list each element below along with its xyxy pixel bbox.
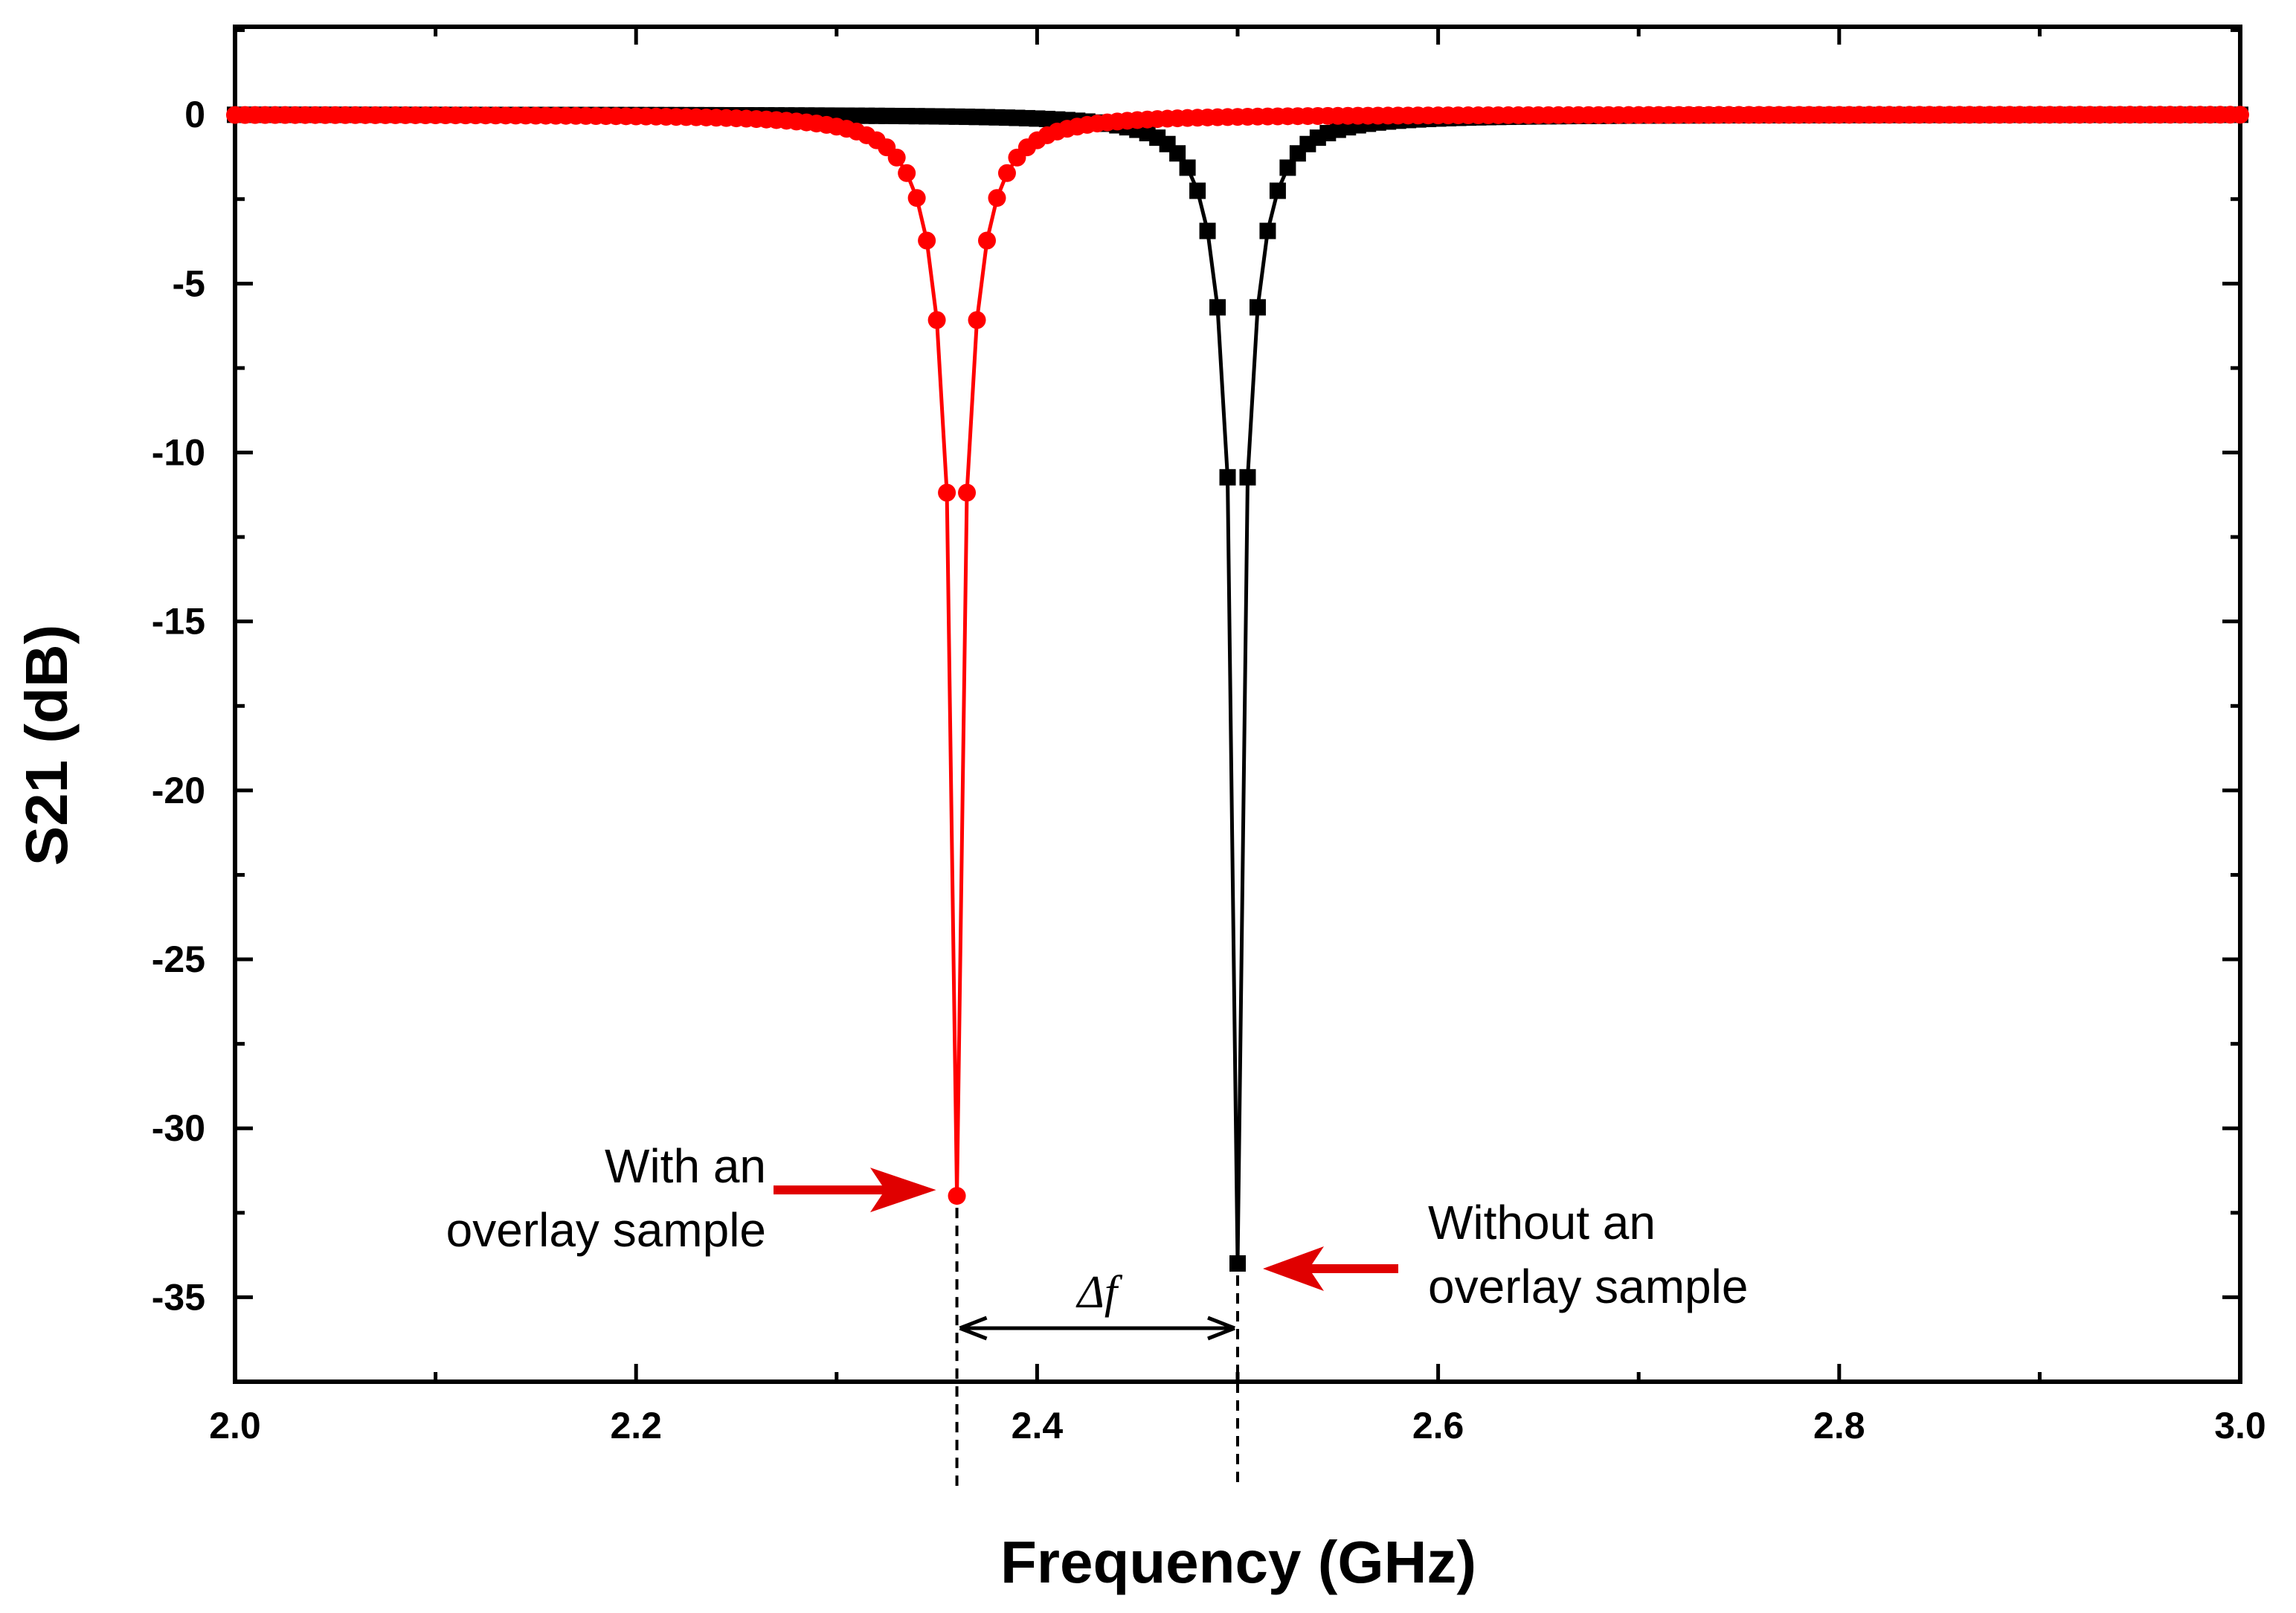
x-tick-label: 2.6	[1412, 1405, 1464, 1446]
data-point	[1179, 159, 1196, 176]
x-tick-label: 2.4	[1012, 1405, 1064, 1446]
data-point	[958, 483, 977, 502]
data-point	[1269, 182, 1286, 199]
data-point	[938, 483, 956, 502]
delta-f-arrowhead-right	[1207, 1316, 1235, 1341]
delta-f-label: Δf	[1075, 1267, 1122, 1318]
annotation-with-line2: overlay sample	[446, 1203, 766, 1257]
series-without-overlay	[227, 106, 2248, 1272]
data-point	[1239, 469, 1256, 486]
data-point	[887, 148, 906, 167]
series-line	[235, 112, 2240, 1197]
y-tick-label: -20	[152, 770, 205, 811]
y-tick-label: -5	[173, 263, 205, 304]
data-point	[978, 231, 996, 250]
data-point	[968, 311, 986, 329]
data-point	[907, 189, 926, 207]
y-tick-label: -10	[152, 431, 205, 473]
x-tick-label: 2.0	[209, 1405, 261, 1446]
y-tick-label: -35	[152, 1276, 205, 1318]
x-tick-label: 2.8	[1813, 1405, 1865, 1446]
series-with-overlay	[226, 106, 2249, 1205]
x-tick-label: 2.2	[610, 1405, 662, 1446]
y-tick-label: -15	[152, 601, 205, 643]
annotation-without-line1: Without an	[1428, 1196, 1656, 1249]
data-point	[948, 1187, 966, 1205]
y-tick-label: 0	[184, 94, 205, 135]
delta-f-arrowhead-left	[959, 1316, 988, 1341]
data-point	[918, 231, 936, 250]
data-point	[997, 164, 1016, 182]
data-point	[927, 311, 946, 329]
series-line	[234, 112, 2241, 1264]
data-point	[988, 189, 1006, 207]
y-tick-label: -30	[152, 1107, 205, 1149]
data-point	[1219, 469, 1236, 486]
arrow-with-head	[870, 1168, 936, 1213]
x-axis-title: Frequency (GHz)	[1000, 1529, 1476, 1595]
data-point	[1169, 145, 1186, 162]
x-tick-label: 3.0	[2214, 1405, 2266, 1446]
arrow-without-head	[1263, 1246, 1324, 1291]
data-point	[2231, 106, 2249, 124]
y-axis-title: S21 (dB)	[13, 625, 80, 866]
data-point	[1259, 222, 1276, 239]
data-point	[1249, 299, 1266, 316]
data-point	[1229, 1255, 1246, 1272]
data-point	[1209, 299, 1226, 316]
annotation-with-line1: With an	[605, 1139, 766, 1193]
data-point	[1189, 182, 1206, 199]
annotation-without-line2: overlay sample	[1428, 1260, 1748, 1313]
data-point	[898, 164, 916, 182]
data-point	[1199, 222, 1216, 239]
y-tick-label: -25	[152, 938, 205, 980]
data-point	[1279, 159, 1296, 176]
